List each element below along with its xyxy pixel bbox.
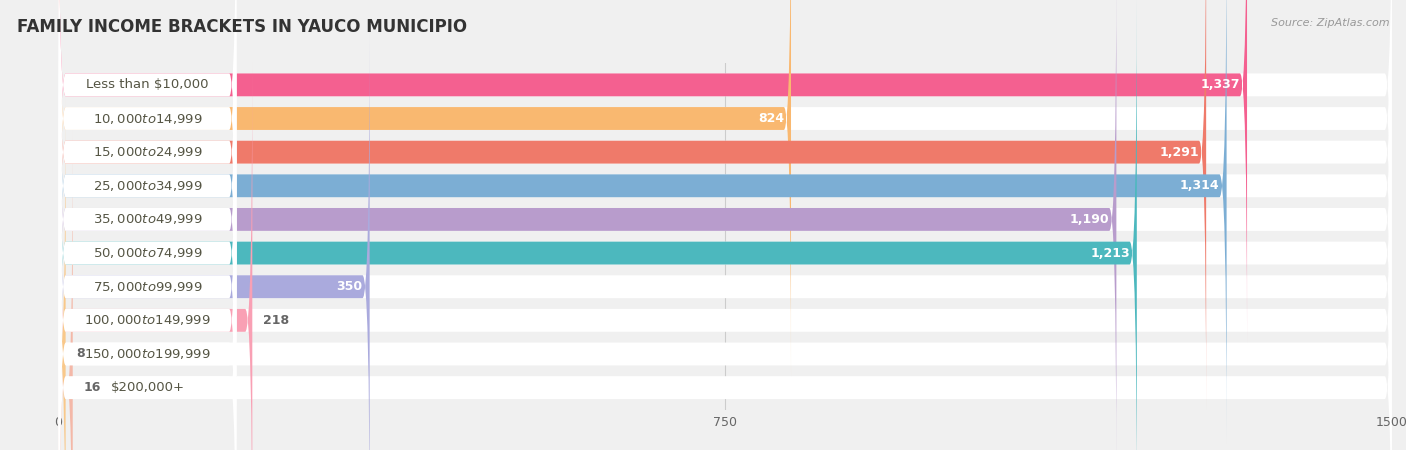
Text: $25,000 to $34,999: $25,000 to $34,999 [93, 179, 202, 193]
FancyBboxPatch shape [59, 0, 1137, 450]
FancyBboxPatch shape [59, 0, 1206, 410]
FancyBboxPatch shape [59, 96, 66, 450]
FancyBboxPatch shape [59, 0, 792, 376]
FancyBboxPatch shape [59, 0, 1226, 444]
Text: 350: 350 [336, 280, 363, 293]
Text: $100,000 to $149,999: $100,000 to $149,999 [84, 313, 211, 327]
FancyBboxPatch shape [59, 0, 1392, 376]
FancyBboxPatch shape [59, 0, 236, 444]
FancyBboxPatch shape [59, 29, 370, 450]
Text: $15,000 to $24,999: $15,000 to $24,999 [93, 145, 202, 159]
FancyBboxPatch shape [59, 130, 236, 450]
Text: $75,000 to $99,999: $75,000 to $99,999 [93, 280, 202, 294]
FancyBboxPatch shape [59, 0, 1392, 450]
Text: $200,000+: $200,000+ [111, 381, 184, 394]
Text: 218: 218 [263, 314, 290, 327]
Text: 1,291: 1,291 [1160, 146, 1199, 159]
FancyBboxPatch shape [59, 96, 236, 450]
FancyBboxPatch shape [59, 29, 236, 450]
FancyBboxPatch shape [59, 63, 252, 450]
Text: $50,000 to $74,999: $50,000 to $74,999 [93, 246, 202, 260]
FancyBboxPatch shape [59, 0, 1116, 450]
Text: 1,314: 1,314 [1180, 179, 1219, 192]
FancyBboxPatch shape [59, 0, 1392, 410]
FancyBboxPatch shape [59, 29, 1392, 450]
FancyBboxPatch shape [59, 63, 236, 450]
FancyBboxPatch shape [59, 0, 1392, 450]
FancyBboxPatch shape [59, 0, 236, 450]
Text: Less than $10,000: Less than $10,000 [86, 78, 208, 91]
FancyBboxPatch shape [59, 130, 1392, 450]
Text: 1,190: 1,190 [1070, 213, 1109, 226]
FancyBboxPatch shape [59, 0, 236, 450]
Text: $35,000 to $49,999: $35,000 to $49,999 [93, 212, 202, 226]
FancyBboxPatch shape [59, 130, 73, 450]
Text: $150,000 to $199,999: $150,000 to $199,999 [84, 347, 211, 361]
FancyBboxPatch shape [59, 0, 1392, 444]
Text: $10,000 to $14,999: $10,000 to $14,999 [93, 112, 202, 126]
FancyBboxPatch shape [59, 0, 1247, 342]
FancyBboxPatch shape [59, 96, 1392, 450]
Text: Source: ZipAtlas.com: Source: ZipAtlas.com [1271, 18, 1389, 28]
Text: FAMILY INCOME BRACKETS IN YAUCO MUNICIPIO: FAMILY INCOME BRACKETS IN YAUCO MUNICIPI… [17, 18, 467, 36]
FancyBboxPatch shape [59, 63, 1392, 450]
Text: 8: 8 [76, 347, 84, 360]
FancyBboxPatch shape [59, 0, 1392, 342]
Text: 824: 824 [758, 112, 785, 125]
Text: 16: 16 [83, 381, 101, 394]
FancyBboxPatch shape [59, 0, 236, 342]
FancyBboxPatch shape [59, 0, 236, 410]
FancyBboxPatch shape [59, 0, 236, 376]
Text: 1,337: 1,337 [1201, 78, 1240, 91]
Text: 1,213: 1,213 [1090, 247, 1129, 260]
